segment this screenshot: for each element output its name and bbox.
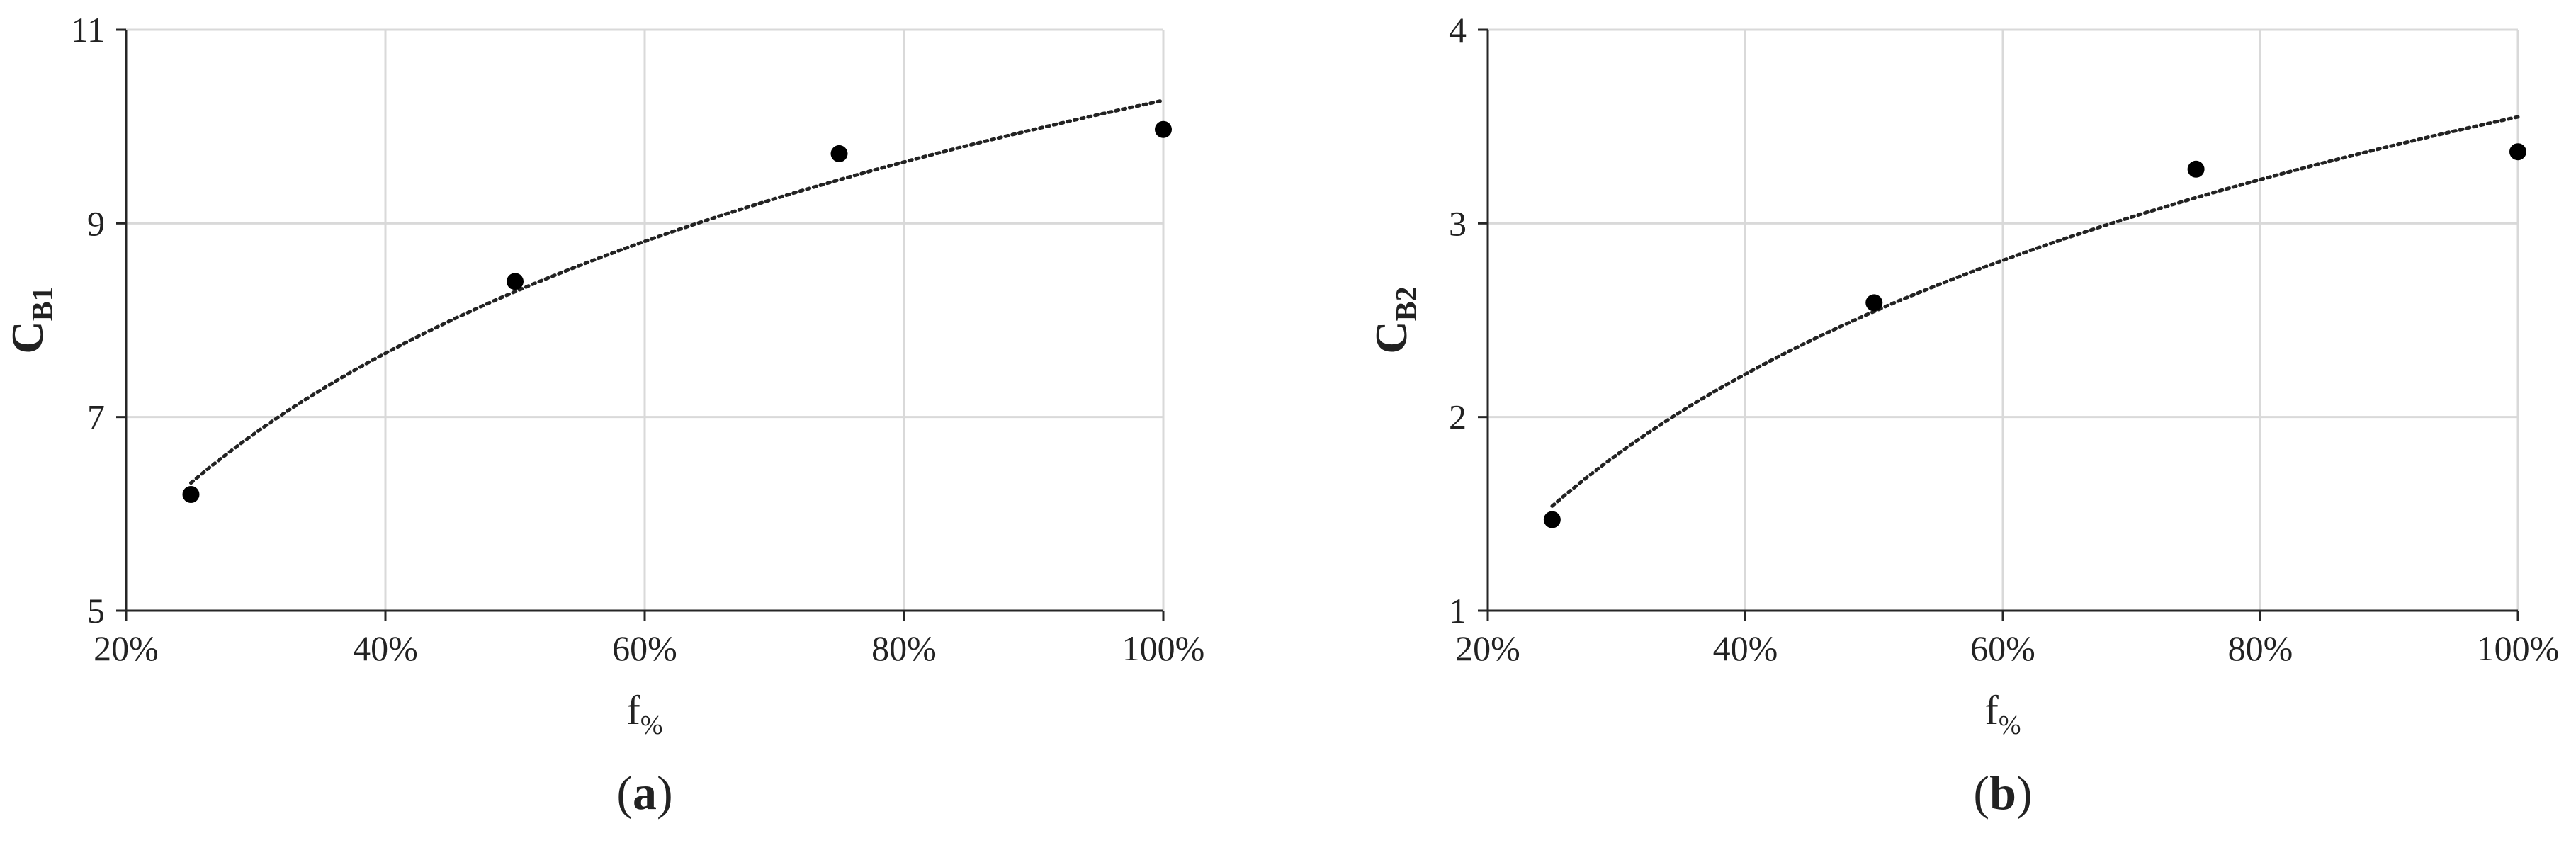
y-axis-label: CB1: [2, 286, 60, 353]
y-tick-label: 9: [87, 203, 105, 243]
trendline: [189, 98, 1165, 485]
x-axis-label-sub: %: [640, 711, 663, 740]
y-tick-label: 11: [71, 10, 105, 50]
data-point: [1865, 294, 1883, 312]
y-axis-label-main: C: [2, 321, 52, 353]
y-tick-label: 5: [87, 591, 105, 630]
x-axis-label-sub: %: [1999, 711, 2021, 740]
y-tick-label: 4: [1449, 10, 1467, 50]
x-axis-label: f%: [627, 687, 663, 740]
panel-label-open: (: [1973, 766, 1989, 820]
data-point: [2509, 143, 2526, 161]
panel-label-letter: a: [633, 766, 657, 820]
data-point: [2187, 160, 2205, 178]
x-tick-label: 40%: [353, 628, 418, 668]
panel-label-close: ): [657, 766, 673, 820]
x-tick-label: 80%: [2228, 628, 2293, 668]
panel-label-letter: b: [1989, 766, 2016, 820]
x-tick-label: 100%: [1122, 628, 1205, 668]
y-tick-label: 2: [1449, 397, 1467, 437]
y-axis-label-sub: B2: [1391, 286, 1423, 321]
y-tick-label: 7: [87, 397, 105, 437]
x-tick-label: 20%: [94, 628, 159, 668]
x-tick-label: 40%: [1713, 628, 1778, 668]
y-tick-label: 1: [1449, 591, 1467, 630]
data-point: [1543, 511, 1561, 528]
data-point: [182, 486, 200, 503]
y-axis-label-sub: B1: [27, 286, 60, 321]
x-tick-label: 60%: [1970, 628, 2035, 668]
x-tick-label: 100%: [2477, 628, 2560, 668]
trendline: [1550, 115, 2520, 508]
data-point: [830, 145, 848, 162]
panel-label-close: ): [2016, 766, 2033, 820]
y-axis-label-main: C: [1366, 321, 1416, 353]
x-axis-label-main: f: [627, 687, 641, 733]
x-tick-label: 60%: [612, 628, 677, 668]
x-axis-label: f%: [1985, 687, 2021, 740]
y-axis-label: CB2: [1366, 286, 1423, 353]
x-axis-label-main: f: [1985, 687, 1999, 733]
chart-panel-b: 20% 40% 60% 80% 100% 1 2 3 4 f% CB2 (b): [1366, 10, 2559, 820]
panel-label-open: (: [616, 766, 633, 820]
panel-label: (b): [1973, 766, 2032, 820]
x-tick-label: 80%: [871, 628, 937, 668]
x-tick-label: 20%: [1455, 628, 1520, 668]
data-point: [1155, 120, 1172, 138]
y-tick-label: 3: [1449, 203, 1467, 243]
panel-label: (a): [616, 766, 672, 820]
chart-panel-a: 20% 40% 60% 80% 100% 5 7 9 11 f% CB1 (a): [2, 10, 1204, 820]
data-point: [507, 273, 524, 290]
